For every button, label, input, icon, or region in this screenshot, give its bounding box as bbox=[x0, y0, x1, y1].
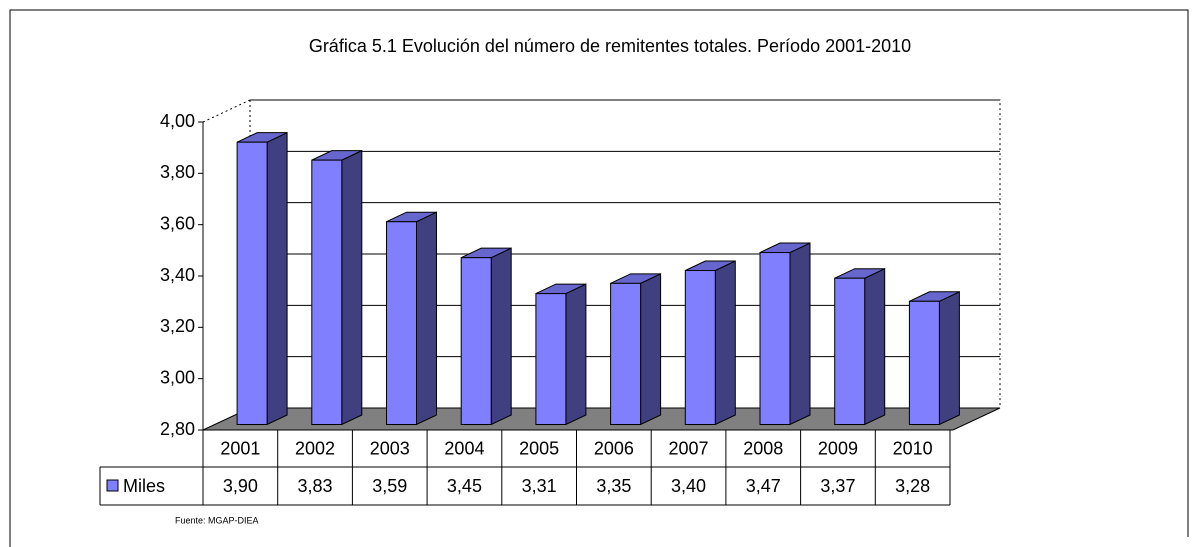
y-tick-label: 3,80 bbox=[160, 162, 195, 182]
bar-side bbox=[565, 283, 587, 426]
frame bbox=[9, 9, 1189, 547]
y-tick-label: 3,60 bbox=[160, 213, 195, 233]
x-tick-label: 2004 bbox=[444, 438, 484, 458]
value-label: 3,83 bbox=[298, 476, 333, 496]
value-label: 3,40 bbox=[671, 476, 706, 496]
x-tick-label: 2006 bbox=[594, 438, 634, 458]
x-tick-label: 2001 bbox=[220, 438, 260, 458]
bar bbox=[834, 277, 866, 426]
x-tick-label: 2007 bbox=[669, 438, 709, 458]
value-label: 3,47 bbox=[746, 476, 781, 496]
bar-side bbox=[864, 267, 886, 426]
bar-side bbox=[714, 260, 736, 426]
y-tick-label: 3,20 bbox=[160, 316, 195, 336]
bar-side bbox=[789, 242, 811, 426]
value-label: 3,45 bbox=[447, 476, 482, 496]
bar-side bbox=[341, 149, 363, 426]
legend-swatch bbox=[106, 479, 119, 492]
value-label: 3,37 bbox=[820, 476, 855, 496]
legend-label: Miles bbox=[123, 476, 165, 496]
chart-title: Gráfica 5.1 Evolución del número de remi… bbox=[309, 36, 911, 56]
x-tick-label: 2010 bbox=[893, 438, 933, 458]
bar bbox=[759, 252, 791, 425]
x-tick-label: 2002 bbox=[295, 438, 335, 458]
bar-side bbox=[938, 291, 960, 426]
y-tick-label: 4,00 bbox=[160, 111, 195, 131]
bar bbox=[460, 257, 492, 425]
value-label: 3,31 bbox=[522, 476, 557, 496]
y-tick-label: 3,40 bbox=[160, 265, 195, 285]
bar bbox=[236, 141, 268, 426]
bar-side bbox=[640, 273, 662, 426]
wall-edge bbox=[202, 99, 1001, 408]
bar bbox=[535, 293, 567, 425]
bar-side bbox=[266, 131, 288, 426]
y-tick-label: 2,80 bbox=[160, 419, 195, 439]
y-tick-label: 3,00 bbox=[160, 367, 195, 387]
x-tick-label: 2005 bbox=[519, 438, 559, 458]
value-label: 3,59 bbox=[372, 476, 407, 496]
bar bbox=[684, 270, 716, 425]
bar-side bbox=[490, 247, 512, 426]
source: Fuente: MGAP-DIEA bbox=[175, 515, 259, 525]
x-tick-label: 2008 bbox=[743, 438, 783, 458]
value-label: 3,28 bbox=[895, 476, 930, 496]
bar bbox=[610, 282, 642, 426]
value-label: 3,90 bbox=[223, 476, 258, 496]
bar bbox=[311, 159, 343, 425]
x-tick-label: 2009 bbox=[818, 438, 858, 458]
x-tick-label: 2003 bbox=[370, 438, 410, 458]
bar-side bbox=[416, 211, 437, 426]
bar bbox=[386, 221, 417, 425]
bar bbox=[908, 300, 940, 425]
value-label: 3,35 bbox=[596, 476, 631, 496]
